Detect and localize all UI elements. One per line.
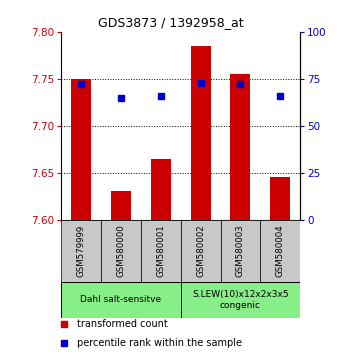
Text: GSM580000: GSM580000 [117,224,125,277]
Bar [181,282,300,318]
Text: GSM580004: GSM580004 [276,224,285,277]
Bar [221,219,260,282]
Bar [71,79,91,219]
Text: GSM580002: GSM580002 [196,224,205,277]
Text: Dahl salt-sensitve: Dahl salt-sensitve [80,296,162,304]
Bar [151,159,171,219]
Bar [141,219,181,282]
Text: percentile rank within the sample: percentile rank within the sample [77,337,242,348]
Bar [270,177,290,219]
Bar [231,74,250,219]
Bar [181,219,221,282]
Text: GSM580001: GSM580001 [156,224,165,277]
Bar [191,46,210,219]
Bar [111,192,131,219]
Text: GSM580003: GSM580003 [236,224,245,277]
Text: GDS3873 / 1392958_at: GDS3873 / 1392958_at [98,16,243,29]
Text: transformed count: transformed count [77,319,168,329]
Bar [260,219,300,282]
Bar [61,282,181,318]
Bar [101,219,141,282]
Text: S.LEW(10)x12x2x3x5
congenic: S.LEW(10)x12x2x3x5 congenic [192,290,289,310]
Text: GSM579999: GSM579999 [77,225,86,277]
Bar [61,219,101,282]
